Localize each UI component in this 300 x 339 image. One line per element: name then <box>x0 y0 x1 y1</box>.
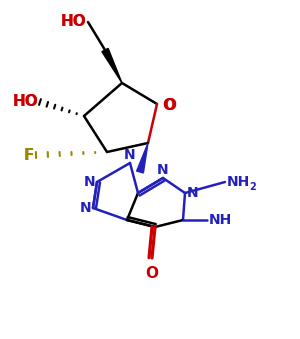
Text: HO: HO <box>60 15 86 29</box>
Polygon shape <box>102 48 122 83</box>
Text: HO: HO <box>60 15 86 29</box>
Text: HO: HO <box>12 95 38 109</box>
Text: HO: HO <box>12 95 38 109</box>
Text: O: O <box>162 99 175 114</box>
Text: F: F <box>24 147 34 162</box>
Text: 2: 2 <box>249 182 256 192</box>
Text: NH: NH <box>209 213 232 227</box>
Text: O: O <box>163 99 176 114</box>
Text: N: N <box>80 201 91 215</box>
Text: N: N <box>157 163 169 177</box>
Text: N: N <box>83 175 95 189</box>
Text: N: N <box>124 148 136 162</box>
Text: N: N <box>187 186 199 200</box>
Polygon shape <box>136 143 148 173</box>
Text: O: O <box>146 266 158 281</box>
Text: F: F <box>24 147 34 162</box>
Text: NH: NH <box>227 175 250 189</box>
